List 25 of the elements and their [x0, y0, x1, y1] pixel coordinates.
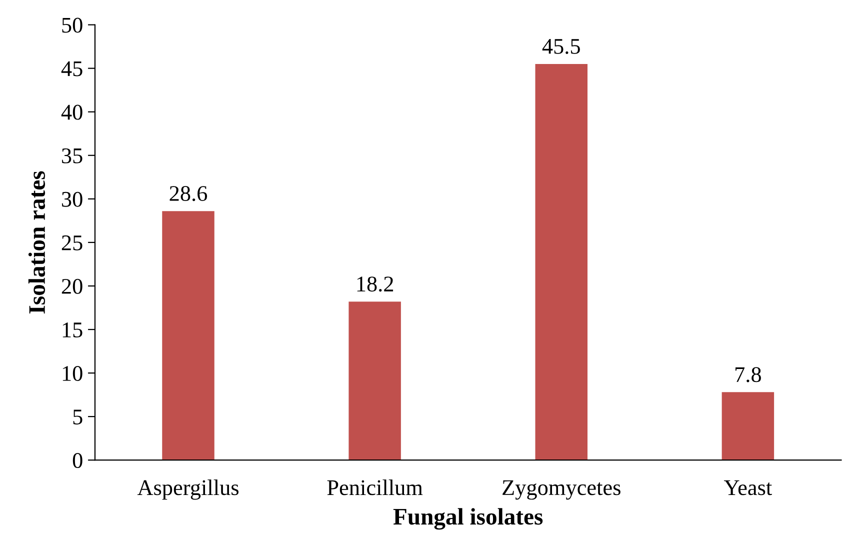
x-tick-label: Zygomycetes	[502, 480, 620, 500]
y-tick-label: 20	[62, 278, 82, 294]
x-axis-title: Fungal isolates	[393, 508, 543, 530]
bar	[722, 392, 774, 460]
bar	[348, 302, 401, 460]
data-label: 18.2	[357, 276, 394, 292]
x-tick-label: Yeast	[724, 480, 772, 496]
y-tick-label: 45	[61, 61, 82, 76]
data-label: 45.5	[542, 39, 580, 54]
x-tick-label: Aspergillus	[137, 480, 238, 500]
y-tick-label: 15	[62, 322, 82, 338]
bar	[535, 64, 588, 460]
y-axis-title: Isolation rates	[28, 171, 46, 314]
y-tick-label: 50	[62, 18, 82, 33]
bar	[162, 211, 214, 460]
y-tick-label: 30	[62, 192, 82, 207]
data-label: 28.6	[170, 186, 208, 202]
y-tick-label: 35	[62, 148, 82, 164]
y-tick-label: 0	[72, 453, 82, 468]
data-label: 7.8	[736, 367, 761, 382]
y-tick-label: 10	[62, 366, 82, 381]
y-tick-label: 25	[62, 235, 82, 250]
y-tick-label: 40	[61, 104, 82, 120]
y-tick-label: 5	[73, 410, 82, 424]
x-tick-label: Penicillum	[327, 480, 423, 496]
